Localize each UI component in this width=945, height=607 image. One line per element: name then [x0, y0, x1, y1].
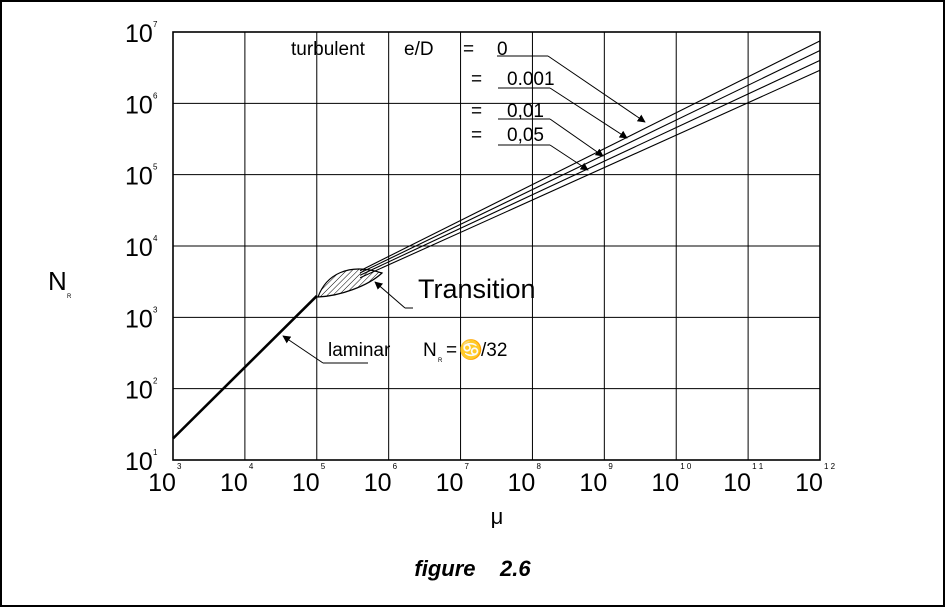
laminar-n-subscript: R — [438, 358, 443, 364]
x-axis-title: μ — [491, 504, 504, 529]
x-tick-label: 10 — [651, 469, 679, 497]
y-axis-title: N — [48, 266, 67, 296]
ed-eq-3: = — [471, 125, 482, 146]
y-tick-exponent: 4 — [153, 234, 158, 243]
x-tick-exponent: 1 2 — [824, 462, 836, 471]
series-line-turbulent-0.001 — [359, 50, 821, 274]
y-tick-label: 10 — [125, 163, 153, 191]
x-tick-exponent: 4 — [249, 462, 254, 471]
ed-leader-2-arrow — [549, 118, 604, 157]
y-tick-label: 10 — [125, 305, 153, 333]
x-tick-exponent: 1 1 — [752, 462, 764, 471]
turbulent-label: turbulent — [291, 39, 366, 60]
x-tick-exponent: 7 — [465, 462, 470, 471]
figure-caption: figure 2.6 — [414, 556, 531, 581]
x-tick-label: 10 — [364, 469, 392, 497]
y-tick-exponent: 7 — [153, 20, 158, 29]
y-tick-label: 10 — [125, 20, 153, 48]
x-tick-label: 10 — [723, 469, 751, 497]
y-tick-exponent: 3 — [153, 305, 158, 314]
ed-eq-0: = — [463, 39, 474, 60]
y-tick-exponent: 6 — [153, 91, 158, 100]
x-tick-label: 10 — [508, 469, 536, 497]
laminar-leader — [282, 335, 368, 364]
ed-eq-2: = — [471, 101, 482, 122]
x-tick-exponent: 5 — [321, 462, 326, 471]
x-tick-exponent: 3 — [177, 462, 182, 471]
x-tick-exponent: 1 0 — [680, 462, 692, 471]
ed-leaders — [497, 55, 646, 171]
y-tick-exponent: 2 — [153, 377, 158, 386]
laminar-n: N — [423, 340, 437, 361]
x-tick-label: 10 — [579, 469, 607, 497]
transition-region — [317, 268, 384, 298]
x-tick-label: 10 — [148, 469, 176, 497]
grid-lines — [173, 32, 820, 460]
transition-leader-arrow — [374, 281, 406, 309]
y-tick-label: 10 — [125, 377, 153, 405]
ed-value-2: 0,01 — [507, 101, 544, 122]
y-tick-exponent: 1 — [153, 448, 158, 457]
ed-leader-0-arrow — [547, 55, 646, 123]
transition-label: Transition — [418, 274, 536, 304]
laminar-label: laminar — [328, 340, 391, 361]
series-line-turbulent-0.01 — [359, 59, 821, 276]
laminar-div: /32 — [481, 340, 507, 361]
x-tick-exponent: 9 — [608, 462, 613, 471]
plot-border — [172, 31, 821, 461]
x-tick-label: 10 — [292, 469, 320, 497]
x-tick-exponent: 8 — [536, 462, 541, 471]
y-axis-title-subscript: R — [67, 294, 72, 300]
ed-eq-1: = — [471, 69, 482, 90]
x-tick-label: 10 — [220, 469, 248, 497]
ed-label: e/D — [404, 39, 434, 60]
x-tick-label: 10 — [795, 469, 823, 497]
series-line-laminar — [172, 294, 318, 440]
ed-leader-3-arrow — [549, 144, 589, 171]
y-tick-label: 10 — [125, 91, 153, 119]
transition-leader — [374, 281, 413, 309]
x-tick-label: 10 — [436, 469, 464, 497]
ed-value-3: 0,05 — [507, 125, 544, 146]
y-tick-exponent: 5 — [153, 163, 158, 172]
series-line-turbulent-0 — [359, 40, 821, 272]
series-line-turbulent-0.05 — [359, 69, 821, 279]
ed-value-0: 0 — [497, 39, 508, 60]
series-lines — [172, 40, 821, 440]
y-tick-label: 10 — [125, 448, 153, 476]
laminar-leader-arrow — [282, 335, 324, 364]
y-tick-label: 10 — [125, 234, 153, 262]
ed-value-1: 0.001 — [507, 69, 555, 90]
ed-leader-1-arrow — [549, 87, 628, 139]
laminar-symbol: ♋ — [459, 338, 483, 361]
laminar-eq: = — [446, 340, 457, 361]
x-tick-exponent: 6 — [393, 462, 398, 471]
